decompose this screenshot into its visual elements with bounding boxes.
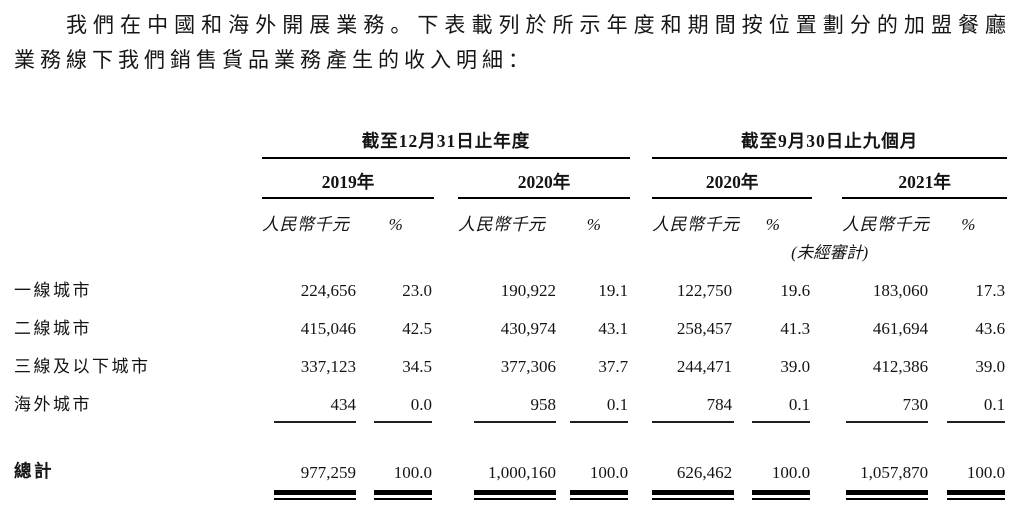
total-double-rule — [846, 490, 929, 500]
subtotal-rule — [374, 421, 432, 423]
total-label: 總計 — [14, 461, 54, 481]
cell-value: 430,974 — [500, 319, 556, 338]
year-header-2020-9m: 2020年 — [652, 158, 813, 199]
cell-value: 122,750 — [676, 281, 733, 300]
year-header-row: 2019年 2020年 2020年 2021年 — [14, 158, 1008, 199]
total-value: 1,057,870 — [860, 463, 929, 482]
percent-header: % — [388, 215, 404, 234]
row-label: 一線城市 — [14, 281, 92, 300]
cell-value: 0.1 — [788, 395, 811, 414]
cell-value: 19.1 — [598, 281, 629, 300]
cell-value: 415,046 — [300, 319, 356, 338]
cell-value: 434 — [330, 395, 357, 414]
cell-value: 784 — [706, 395, 733, 414]
cell-value: 17.3 — [975, 281, 1006, 300]
table-row-tier1-cities: 一線城市 224,656 23.0 190,922 19.1 122,750 1… — [14, 263, 1007, 301]
unit-header: 人民幣千元 — [652, 215, 740, 234]
subtotal-rule — [846, 421, 929, 423]
unaudited-note-row: (未經審計) — [14, 235, 1007, 263]
cell-value: 39.0 — [780, 357, 811, 376]
total-value: 626,462 — [676, 463, 733, 482]
period-group-nine-months: 截至9月30日止九個月 — [652, 126, 1008, 159]
row-label: 三線及以下城市 — [14, 357, 151, 376]
unaudited-note: (未經審計) — [791, 243, 869, 262]
row-label: 二線城市 — [14, 319, 92, 338]
intro-paragraph: 我們在中國和海外開展業務。下表載列於所示年度和期間按位置劃分的加盟餐廳 業務線下… — [14, 8, 1011, 78]
total-double-rule — [374, 490, 432, 500]
total-double-rule — [474, 490, 556, 500]
year-header-2021-9m: 2021年 — [842, 158, 1008, 199]
cell-value: 0.0 — [410, 395, 432, 414]
unit-header: 人民幣千元 — [262, 215, 350, 234]
total-double-rule — [752, 490, 811, 500]
total-value: 1,000,160 — [488, 463, 556, 482]
intro-line-2: 業務線下我們銷售貨品業務產生的收入明細： — [14, 48, 534, 72]
total-double-rule — [947, 490, 1006, 500]
total-value: 100.0 — [393, 463, 432, 482]
cell-value: 337,123 — [300, 357, 356, 376]
cell-value: 42.5 — [402, 319, 432, 338]
percent-header: % — [586, 215, 602, 234]
percent-header: % — [765, 215, 781, 234]
table-row-tier2-cities: 二線城市 415,046 42.5 430,974 43.1 258,457 4… — [14, 301, 1007, 339]
table-row-overseas-cities: 海外城市 434 0.0 958 0.1 784 0.1 730 0.1 — [14, 377, 1007, 415]
cell-value: 39.0 — [975, 357, 1006, 376]
cell-value: 0.1 — [606, 395, 629, 414]
cell-value: 34.5 — [402, 357, 432, 376]
total-double-rule — [652, 490, 735, 500]
total-value: 100.0 — [589, 463, 629, 482]
cell-value: 190,922 — [500, 281, 556, 300]
subtotal-rule — [474, 421, 556, 423]
cell-value: 43.1 — [598, 319, 629, 338]
unit-header: 人民幣千元 — [842, 215, 930, 234]
year-header-2019: 2019年 — [262, 158, 434, 199]
subtotal-rule — [274, 421, 356, 423]
cell-value: 37.7 — [598, 357, 629, 376]
total-double-rule — [570, 490, 629, 500]
cell-value: 19.6 — [780, 281, 811, 300]
cell-value: 461,694 — [872, 319, 929, 338]
cell-value: 0.1 — [983, 395, 1006, 414]
table-row-total: 總計 977,259 100.0 1,000,160 100.0 626,462… — [14, 423, 1007, 483]
subtotal-rule — [652, 421, 735, 423]
cell-value: 43.6 — [975, 319, 1006, 338]
cell-value: 412,386 — [872, 357, 929, 376]
cell-value: 258,457 — [676, 319, 733, 338]
subtotal-rule-row — [14, 415, 1007, 423]
cell-value: 41.3 — [780, 319, 811, 338]
period-group-header-row: 截至12月31日止年度 截至9月30日止九個月 — [14, 126, 1008, 159]
total-value: 100.0 — [771, 463, 811, 482]
cell-value: 23.0 — [402, 281, 432, 300]
total-value: 100.0 — [966, 463, 1006, 482]
cell-value: 377,306 — [500, 357, 556, 376]
cell-value: 958 — [530, 395, 557, 414]
cell-value: 730 — [902, 395, 929, 414]
cell-value: 224,656 — [300, 281, 356, 300]
table-row-tier3-and-below-cities: 三線及以下城市 337,123 34.5 377,306 37.7 244,47… — [14, 339, 1007, 377]
revenue-by-location-table: 截至12月31日止年度 截至9月30日止九個月 2019年 2020年 2020… — [14, 126, 1008, 502]
percent-header: % — [961, 215, 976, 234]
intro-line-1: 我們在中國和海外開展業務。下表載列於所示年度和期間按位置劃分的加盟餐廳 — [66, 13, 1011, 37]
total-double-rule — [274, 490, 356, 500]
year-header-2020: 2020年 — [458, 158, 631, 199]
cell-value: 244,471 — [676, 357, 733, 376]
total-double-rule-row — [14, 483, 1007, 502]
subtotal-rule — [947, 421, 1006, 423]
subtotal-rule — [752, 421, 811, 423]
period-group-year-ended: 截至12月31日止年度 — [262, 126, 631, 159]
unit-header: 人民幣千元 — [458, 215, 546, 234]
total-value: 977,259 — [300, 463, 356, 482]
row-label: 海外城市 — [14, 395, 92, 414]
cell-value: 183,060 — [872, 281, 929, 300]
subtotal-rule — [570, 421, 629, 423]
subheader-row: 人民幣千元 % 人民幣千元 % 人民幣千元 % 人民幣千元 % — [14, 198, 1007, 235]
